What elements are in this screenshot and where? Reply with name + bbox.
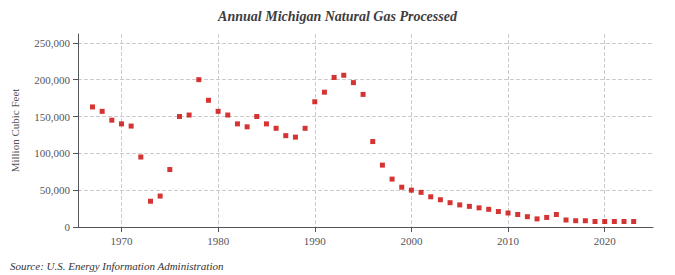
svg-text:2020: 2020 [594,235,617,247]
svg-text:50,000: 50,000 [40,184,71,196]
svg-text:2000: 2000 [400,235,423,247]
svg-text:100,000: 100,000 [34,147,70,159]
svg-text:250,000: 250,000 [34,37,70,49]
svg-text:Annual Michigan Natural Gas Pr: Annual Michigan Natural Gas Processed [217,9,458,24]
svg-text:0: 0 [65,221,71,233]
svg-text:1970: 1970 [110,235,133,247]
svg-text:Source: U.S. Energy Informatio: Source: U.S. Energy Information Administ… [10,260,224,272]
svg-text:1980: 1980 [207,235,230,247]
svg-text:200,000: 200,000 [34,74,70,86]
svg-text:2010: 2010 [497,235,520,247]
svg-text:1990: 1990 [304,235,327,247]
svg-text:150,000: 150,000 [34,111,70,123]
svg-text:Million Cubic Feet: Million Cubic Feet [9,89,21,173]
